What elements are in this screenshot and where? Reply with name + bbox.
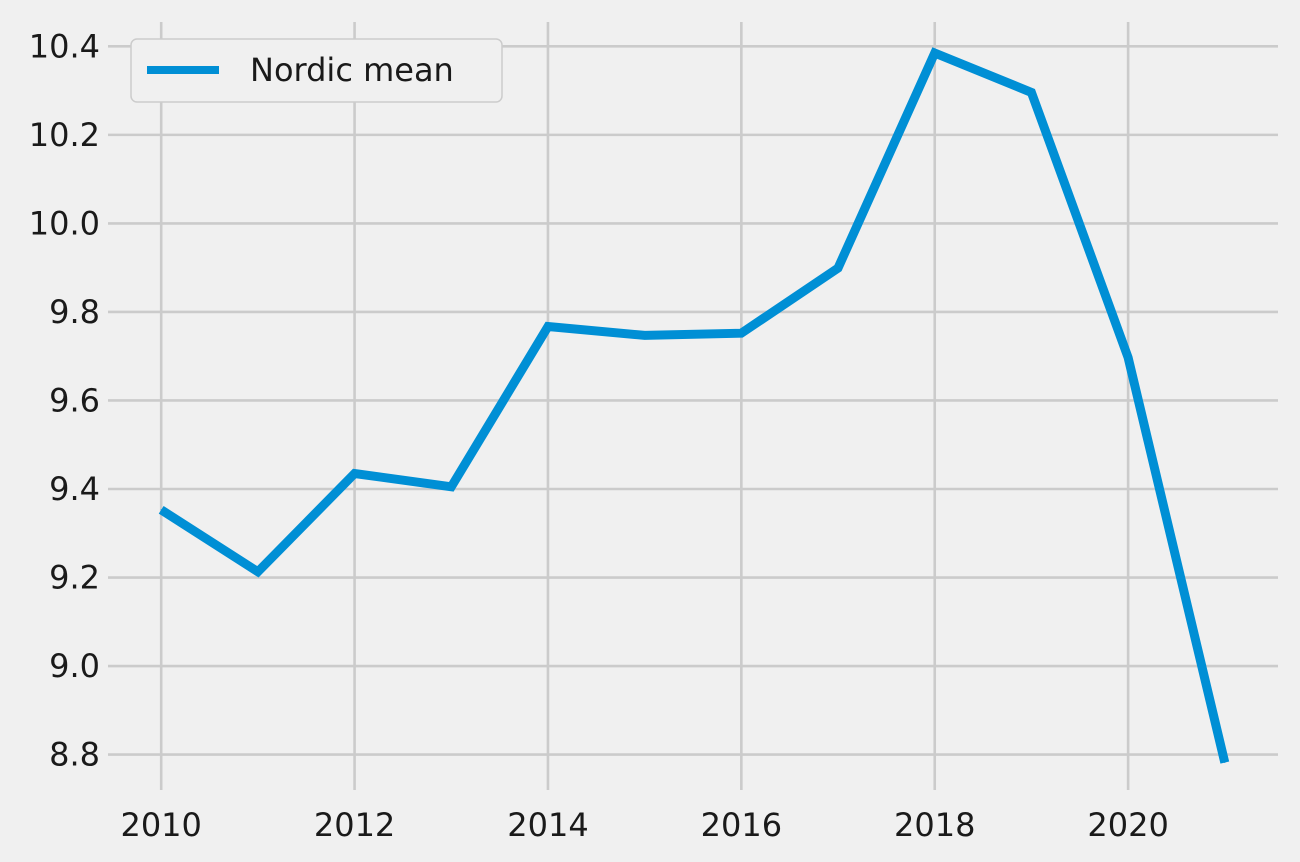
data-point bbox=[837, 267, 839, 269]
series-line bbox=[158, 47, 1230, 764]
data-point bbox=[1127, 357, 1129, 359]
legend-label: Nordic mean bbox=[250, 51, 454, 89]
x-tick-label: 2014 bbox=[507, 806, 588, 844]
y-axis-ticks: 8.8 9.0 9.2 9.4 9.6 9.8 10.0 10.2 10.4 bbox=[29, 27, 100, 773]
data-point bbox=[1030, 91, 1032, 93]
legend: Nordic mean bbox=[130, 38, 503, 103]
y-tick-label: 9.8 bbox=[49, 293, 100, 331]
series-layer bbox=[158, 47, 1230, 764]
data-point bbox=[450, 486, 452, 488]
y-tick-label: 10.4 bbox=[29, 27, 100, 65]
data-point bbox=[644, 334, 646, 336]
data-point bbox=[547, 326, 549, 328]
x-tick-label: 2012 bbox=[314, 806, 395, 844]
y-tick-label: 8.8 bbox=[49, 736, 100, 774]
legend-box bbox=[130, 38, 503, 103]
x-tick-label: 2018 bbox=[894, 806, 975, 844]
y-tick-label: 10.0 bbox=[29, 204, 100, 242]
y-tick-label: 10.2 bbox=[29, 116, 100, 154]
x-tick-label: 2016 bbox=[701, 806, 782, 844]
x-tick-label: 2020 bbox=[1087, 806, 1168, 844]
data-point bbox=[354, 473, 356, 475]
data-point bbox=[1224, 762, 1226, 764]
y-tick-label: 9.6 bbox=[49, 381, 100, 419]
x-tick-label: 2010 bbox=[120, 806, 201, 844]
data-point bbox=[934, 52, 936, 54]
grid bbox=[108, 22, 1278, 790]
y-tick-label: 9.4 bbox=[49, 470, 100, 508]
data-point bbox=[740, 332, 742, 334]
data-point bbox=[160, 509, 162, 511]
y-tick-label: 9.0 bbox=[49, 647, 100, 685]
y-tick-label: 9.2 bbox=[49, 559, 100, 597]
data-point bbox=[257, 571, 259, 573]
x-axis-ticks: 2010 2012 2014 2016 2018 2020 bbox=[120, 806, 1168, 844]
